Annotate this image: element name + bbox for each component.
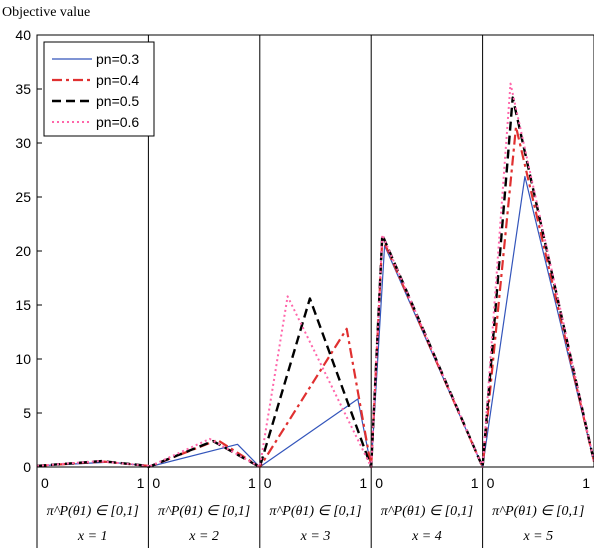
x-tick-label: 0	[152, 475, 160, 491]
x-tick-label: 1	[359, 475, 367, 491]
y-tick-label: 35	[15, 81, 31, 97]
x-tick-label: 1	[248, 475, 256, 491]
y-tick-label: 0	[23, 459, 31, 475]
series-line-2	[36, 125, 594, 469]
plot-frame	[36, 34, 594, 468]
series-line-1	[36, 175, 594, 468]
x-tick-label: 1	[582, 475, 590, 491]
x-tick-label: 0	[375, 475, 383, 491]
x-tick-label: 0	[487, 475, 495, 491]
x-tick-label: 0	[264, 475, 272, 491]
panel-xlabel: π^P(θ1) ∈ [0,1]	[492, 504, 584, 519]
legend-label: pn=0.6	[96, 114, 139, 130]
y-tick-label: 25	[15, 189, 31, 205]
y-tick-label: 15	[15, 297, 31, 313]
panel-xlabel: π^P(θ1) ∈ [0,1]	[269, 504, 361, 519]
y-tick-label: 20	[15, 243, 31, 259]
panel-xlabel: π^P(θ1) ∈ [0,1]	[381, 504, 473, 519]
legend-label: pn=0.3	[96, 51, 139, 67]
legend-box	[43, 41, 155, 137]
y-tick-label: 5	[23, 405, 31, 421]
y-tick-label: 30	[15, 135, 31, 151]
legend-label: pn=0.5	[96, 93, 139, 109]
panel-label: x = 2	[188, 529, 219, 544]
x-tick-label: 0	[41, 475, 49, 491]
panel-xlabel: π^P(θ1) ∈ [0,1]	[158, 504, 250, 519]
series-line-4	[36, 82, 594, 468]
series-line-3	[36, 96, 594, 469]
legend: pn=0.3 pn=0.4 pn=0.5 pn=0.6	[43, 41, 155, 137]
y-tick-label: 10	[15, 351, 31, 367]
x-tick-label: 1	[137, 475, 145, 491]
x-tick-label: 1	[471, 475, 479, 491]
panel-label: x = 1	[77, 529, 108, 544]
y-axis-label: Objective value	[2, 5, 90, 20]
panel-label: x = 4	[411, 529, 442, 544]
panel-label: x = 3	[300, 529, 331, 544]
legend-label: pn=0.4	[96, 72, 139, 88]
panel-xlabel: π^P(θ1) ∈ [0,1]	[47, 504, 139, 519]
y-tick-label: 40	[15, 27, 31, 43]
panel-label: x = 5	[522, 529, 553, 544]
